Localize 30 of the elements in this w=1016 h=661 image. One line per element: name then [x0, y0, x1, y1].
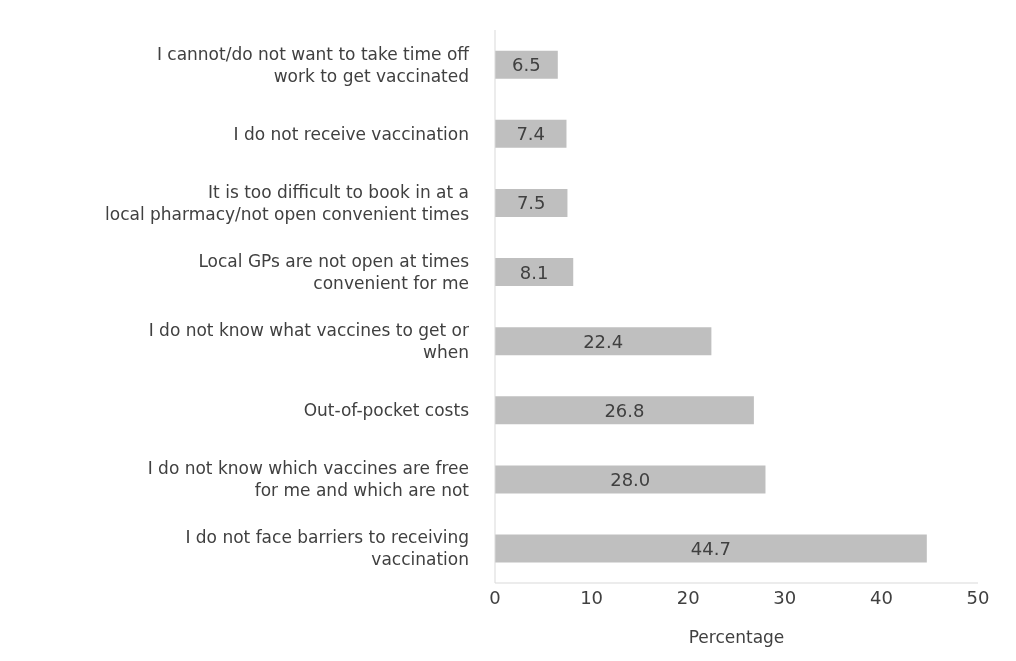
- bar: [495, 258, 574, 287]
- bar: [495, 327, 712, 356]
- data-label: 22.4: [583, 330, 624, 352]
- x-tick-label: 50: [966, 586, 990, 608]
- x-tick-label: 0: [489, 586, 501, 608]
- x-axis-title: Percentage: [688, 627, 785, 647]
- bar: [495, 396, 754, 425]
- y-tick-label: I cannot/do not want to take time off work to get vaccinated: [156, 43, 471, 86]
- y-tick-label: Local GPs are not open at times convenient for me: [198, 250, 470, 293]
- data-label: 28.0: [610, 468, 651, 490]
- y-tick-label: I do not know what vaccines to get or when: [148, 320, 469, 363]
- bar: [495, 465, 766, 494]
- y-tick-label: Out-of-pocket costs: [303, 400, 470, 421]
- bar: [495, 188, 568, 217]
- data-label: 7.5: [516, 192, 546, 214]
- data-label: 44.7: [690, 538, 731, 559]
- bar: [495, 534, 927, 563]
- x-tick-label: 40: [869, 586, 893, 608]
- bar: [495, 119, 567, 148]
- data-label: 7.4: [516, 123, 546, 145]
- y-tick-label: It is too difficult to book in at a local pharmacy/not open convenient times: [105, 181, 470, 224]
- data-label: 26.8: [604, 399, 645, 421]
- y-tick-label: I do not face barriers to receiving vaccination: [185, 527, 469, 570]
- x-tick-label: 30: [773, 586, 797, 608]
- y-tick-label: I do not know which vaccines are free for me and which are not: [147, 458, 470, 501]
- y-tick-label: I do not receive vaccination: [233, 123, 469, 144]
- x-tick-label: 10: [580, 586, 604, 608]
- x-tick-label: 20: [676, 586, 700, 608]
- data-label: 8.1: [519, 261, 549, 283]
- data-label: 6.5: [512, 54, 541, 76]
